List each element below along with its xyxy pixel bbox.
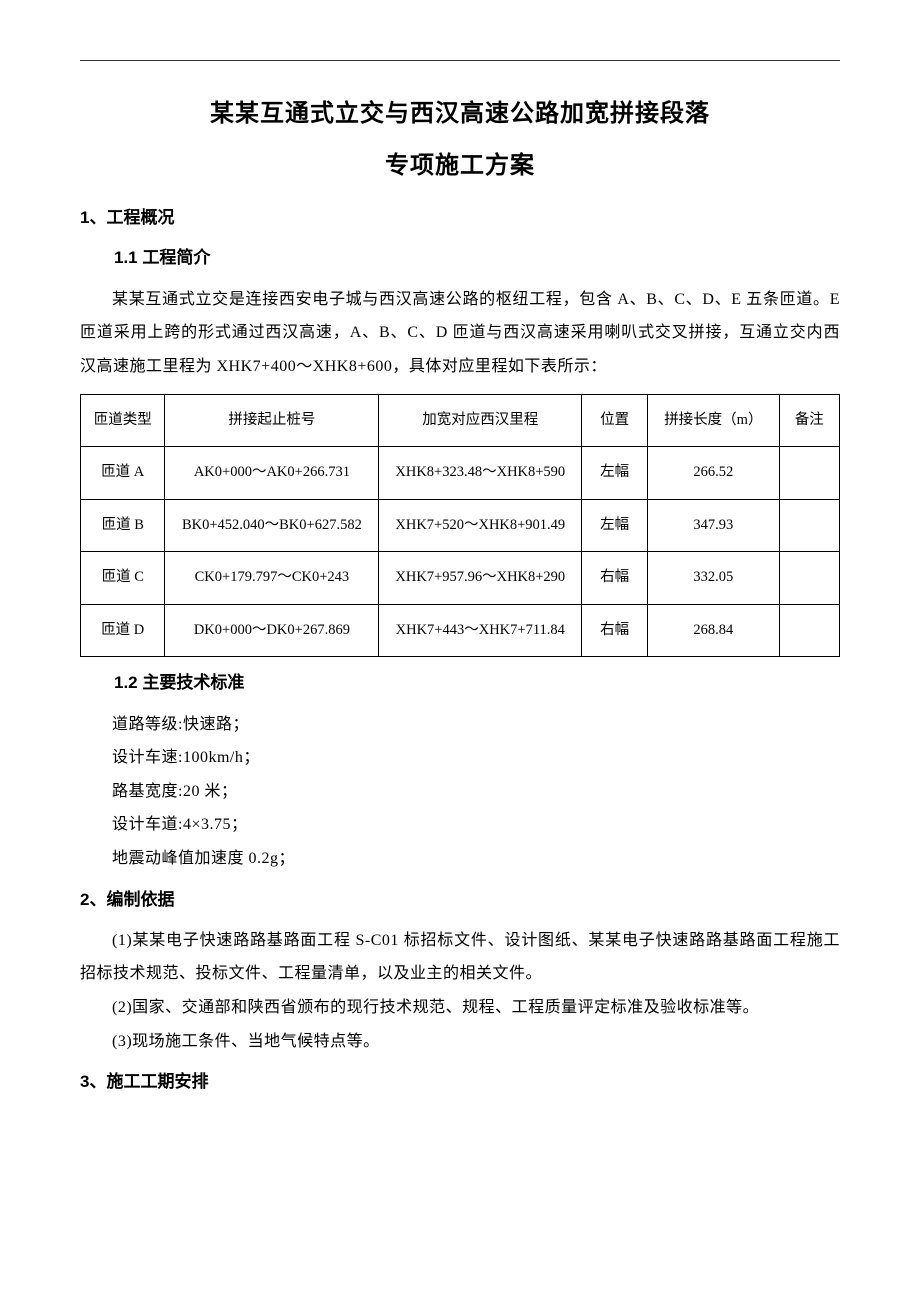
tech-spec-line-4: 设计车道:4×3.75； bbox=[80, 808, 840, 842]
cell-stake: DK0+000～DK0+267.869 bbox=[165, 604, 379, 657]
section-3-heading: 3、施工工期安排 bbox=[80, 1066, 840, 1098]
cell-position: 右幅 bbox=[582, 552, 648, 605]
tech-spec-line-1: 道路等级:快速路； bbox=[80, 708, 840, 742]
section-2-para-3: (3)现场施工条件、当地气候特点等。 bbox=[80, 1025, 840, 1059]
col-header-stake: 拼接起止桩号 bbox=[165, 394, 379, 447]
tech-spec-line-2: 设计车速:100km/h； bbox=[80, 741, 840, 775]
col-header-xh: 加宽对应西汉里程 bbox=[379, 394, 582, 447]
cell-length: 268.84 bbox=[648, 604, 780, 657]
col-header-position: 位置 bbox=[582, 394, 648, 447]
table-row: 匝道 A AK0+000～AK0+266.731 XHK8+323.48～XHK… bbox=[81, 447, 840, 500]
section-1-2-heading: 1.2 主要技术标准 bbox=[80, 667, 840, 699]
table-header-row: 匝道类型 拼接起止桩号 加宽对应西汉里程 位置 拼接长度（m） 备注 bbox=[81, 394, 840, 447]
col-header-length: 拼接长度（m） bbox=[648, 394, 780, 447]
table-row: 匝道 D DK0+000～DK0+267.869 XHK7+443～XHK7+7… bbox=[81, 604, 840, 657]
cell-type: 匝道 A bbox=[81, 447, 165, 500]
cell-note bbox=[779, 604, 839, 657]
cell-xh: XHK7+443～XHK7+711.84 bbox=[379, 604, 582, 657]
tech-spec-line-3: 路基宽度:20 米； bbox=[80, 775, 840, 809]
cell-note bbox=[779, 499, 839, 552]
section-1-heading: 1、工程概况 bbox=[80, 202, 840, 234]
table-row: 匝道 B BK0+452.040～BK0+627.582 XHK7+520～XH… bbox=[81, 499, 840, 552]
cell-type: 匝道 C bbox=[81, 552, 165, 605]
section-1-1-heading: 1.1 工程简介 bbox=[80, 242, 840, 274]
cell-stake: BK0+452.040～BK0+627.582 bbox=[165, 499, 379, 552]
cell-note bbox=[779, 447, 839, 500]
table-row: 匝道 C CK0+179.797～CK0+243 XHK7+957.96～XHK… bbox=[81, 552, 840, 605]
top-horizontal-rule bbox=[80, 60, 840, 61]
cell-xh: XHK7+957.96～XHK8+290 bbox=[379, 552, 582, 605]
document-title-line2: 专项施工方案 bbox=[80, 143, 840, 189]
cell-length: 266.52 bbox=[648, 447, 780, 500]
cell-stake: AK0+000～AK0+266.731 bbox=[165, 447, 379, 500]
cell-position: 左幅 bbox=[582, 447, 648, 500]
section-2-heading: 2、编制依据 bbox=[80, 884, 840, 916]
section-1-1-paragraph: 某某互通式立交是连接西安电子城与西汉高速公路的枢纽工程，包含 A、B、C、D、E… bbox=[80, 283, 840, 384]
col-header-type: 匝道类型 bbox=[81, 394, 165, 447]
cell-position: 左幅 bbox=[582, 499, 648, 552]
cell-length: 332.05 bbox=[648, 552, 780, 605]
document-title-line1: 某某互通式立交与西汉高速公路加宽拼接段落 bbox=[80, 91, 840, 137]
section-2-para-2: (2)国家、交通部和陕西省颁布的现行技术规范、规程、工程质量评定标准及验收标准等… bbox=[80, 991, 840, 1025]
col-header-note: 备注 bbox=[779, 394, 839, 447]
section-2-para-1: (1)某某电子快速路路基路面工程 S-C01 标招标文件、设计图纸、某某电子快速… bbox=[80, 924, 840, 991]
cell-stake: CK0+179.797～CK0+243 bbox=[165, 552, 379, 605]
cell-note bbox=[779, 552, 839, 605]
cell-xh: XHK7+520～XHK8+901.49 bbox=[379, 499, 582, 552]
cell-type: 匝道 D bbox=[81, 604, 165, 657]
tech-spec-line-5: 地震动峰值加速度 0.2g； bbox=[80, 842, 840, 876]
cell-position: 右幅 bbox=[582, 604, 648, 657]
cell-xh: XHK8+323.48～XHK8+590 bbox=[379, 447, 582, 500]
cell-length: 347.93 bbox=[648, 499, 780, 552]
ramp-table: 匝道类型 拼接起止桩号 加宽对应西汉里程 位置 拼接长度（m） 备注 匝道 A … bbox=[80, 394, 840, 658]
cell-type: 匝道 B bbox=[81, 499, 165, 552]
